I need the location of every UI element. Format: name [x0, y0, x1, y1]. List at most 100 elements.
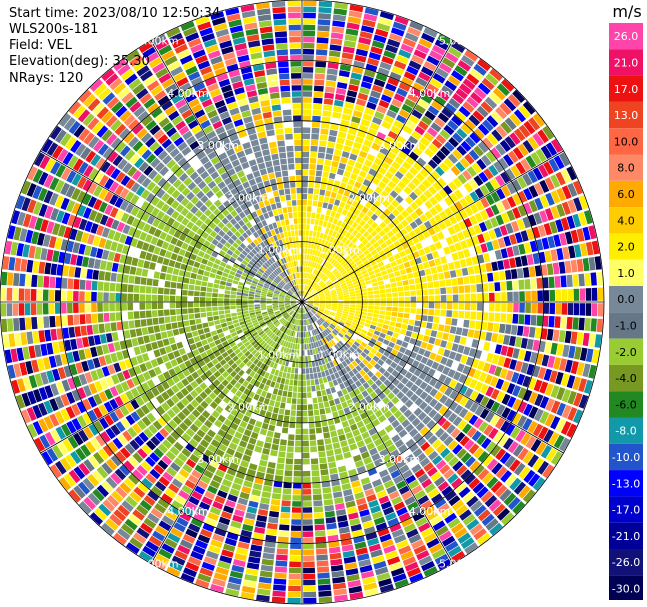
velocity-cell — [111, 490, 124, 503]
velocity-cell — [364, 322, 371, 328]
velocity-cell — [356, 465, 366, 474]
velocity-cell — [95, 157, 106, 170]
velocity-cell — [313, 243, 318, 250]
velocity-cell — [361, 292, 368, 296]
velocity-cell — [170, 430, 181, 441]
velocity-cell — [539, 179, 550, 193]
velocity-cell — [342, 550, 355, 558]
velocity-cell — [170, 281, 177, 289]
velocity-cell — [381, 539, 394, 549]
velocity-cell — [342, 287, 348, 291]
velocity-cell — [251, 488, 261, 497]
velocity-cell — [341, 285, 348, 289]
velocity-cell — [302, 206, 307, 212]
velocity-cell — [143, 260, 151, 269]
velocity-cell — [479, 331, 487, 340]
velocity-cell — [302, 181, 308, 188]
velocity-cell — [246, 277, 253, 283]
velocity-cell — [353, 208, 361, 216]
velocity-cell — [316, 390, 322, 397]
velocity-cell — [201, 258, 208, 265]
velocity-cell — [314, 250, 319, 256]
velocity-cell — [276, 463, 285, 470]
velocity-cell — [307, 303, 314, 305]
velocity-cell — [175, 473, 187, 484]
velocity-cell — [373, 560, 387, 570]
velocity-cell — [182, 257, 189, 265]
velocity-cell — [164, 488, 177, 499]
velocity-cell — [395, 195, 404, 204]
velocity-cell — [379, 448, 389, 458]
velocity-cell — [204, 208, 212, 217]
velocity-cell — [445, 358, 454, 368]
velocity-cell — [152, 279, 159, 287]
velocity-cell — [325, 262, 330, 268]
velocity-cell — [418, 269, 426, 277]
velocity-cell — [572, 180, 583, 195]
velocity-cell — [430, 471, 442, 482]
velocity-cell — [227, 337, 234, 344]
velocity-cell — [509, 477, 522, 491]
velocity-cell — [71, 173, 82, 186]
velocity-cell — [170, 163, 181, 174]
velocity-cell — [193, 296, 200, 302]
velocity-cell — [319, 346, 324, 353]
velocity-cell — [381, 161, 390, 170]
velocity-cell — [331, 230, 338, 238]
velocity-cell — [457, 532, 472, 544]
velocity-cell — [566, 423, 577, 438]
velocity-cell — [320, 358, 326, 365]
velocity-cell — [433, 224, 442, 233]
velocity-cell — [360, 119, 371, 127]
velocity-cell — [317, 152, 325, 159]
velocity-cell — [311, 255, 315, 262]
velocity-cell — [378, 414, 387, 423]
velocity-cell — [219, 280, 227, 286]
velocity-cell — [302, 458, 310, 465]
velocity-cell — [345, 568, 359, 576]
velocity-cell — [152, 558, 167, 570]
velocity-cell — [109, 411, 120, 423]
velocity-cell — [215, 405, 224, 414]
velocity-cell — [175, 295, 182, 302]
velocity-cell — [482, 231, 491, 242]
velocity-cell — [522, 101, 536, 115]
velocity-cell — [268, 312, 275, 317]
velocity-cell — [57, 224, 67, 237]
velocity-cell — [319, 245, 324, 252]
velocity-cell — [245, 319, 252, 324]
velocity-cell — [448, 379, 458, 389]
velocity-cell — [490, 217, 499, 228]
velocity-cell — [409, 221, 418, 230]
velocity-cell — [168, 483, 180, 494]
velocity-cell — [250, 314, 256, 319]
velocity-cell — [321, 274, 326, 280]
velocity-cell — [517, 387, 527, 400]
velocity-cell — [104, 414, 115, 426]
velocity-cell — [447, 75, 461, 87]
velocity-cell — [325, 190, 332, 197]
velocity-cell — [464, 387, 474, 398]
velocity-cell — [120, 447, 131, 459]
velocity-cell — [190, 389, 199, 399]
velocity-cell — [42, 303, 49, 315]
velocity-cell — [4, 240, 13, 255]
velocity-cell — [409, 506, 422, 517]
velocity-cell — [317, 445, 325, 452]
velocity-cell — [96, 248, 104, 259]
velocity-cell — [229, 270, 236, 276]
velocity-cell — [365, 252, 373, 259]
velocity-cell — [368, 328, 375, 334]
velocity-cell — [209, 230, 218, 238]
velocity-cell — [101, 366, 110, 377]
velocity-cell — [240, 460, 250, 468]
velocity-cell — [429, 207, 438, 216]
velocity-cell — [361, 288, 367, 293]
velocity-cell — [493, 431, 504, 443]
velocity-cell — [87, 359, 95, 370]
velocity-cell — [349, 153, 358, 161]
velocity-cell — [316, 207, 322, 214]
velocity-cell — [317, 250, 322, 257]
velocity-cell — [205, 349, 213, 356]
velocity-cell — [316, 244, 321, 251]
